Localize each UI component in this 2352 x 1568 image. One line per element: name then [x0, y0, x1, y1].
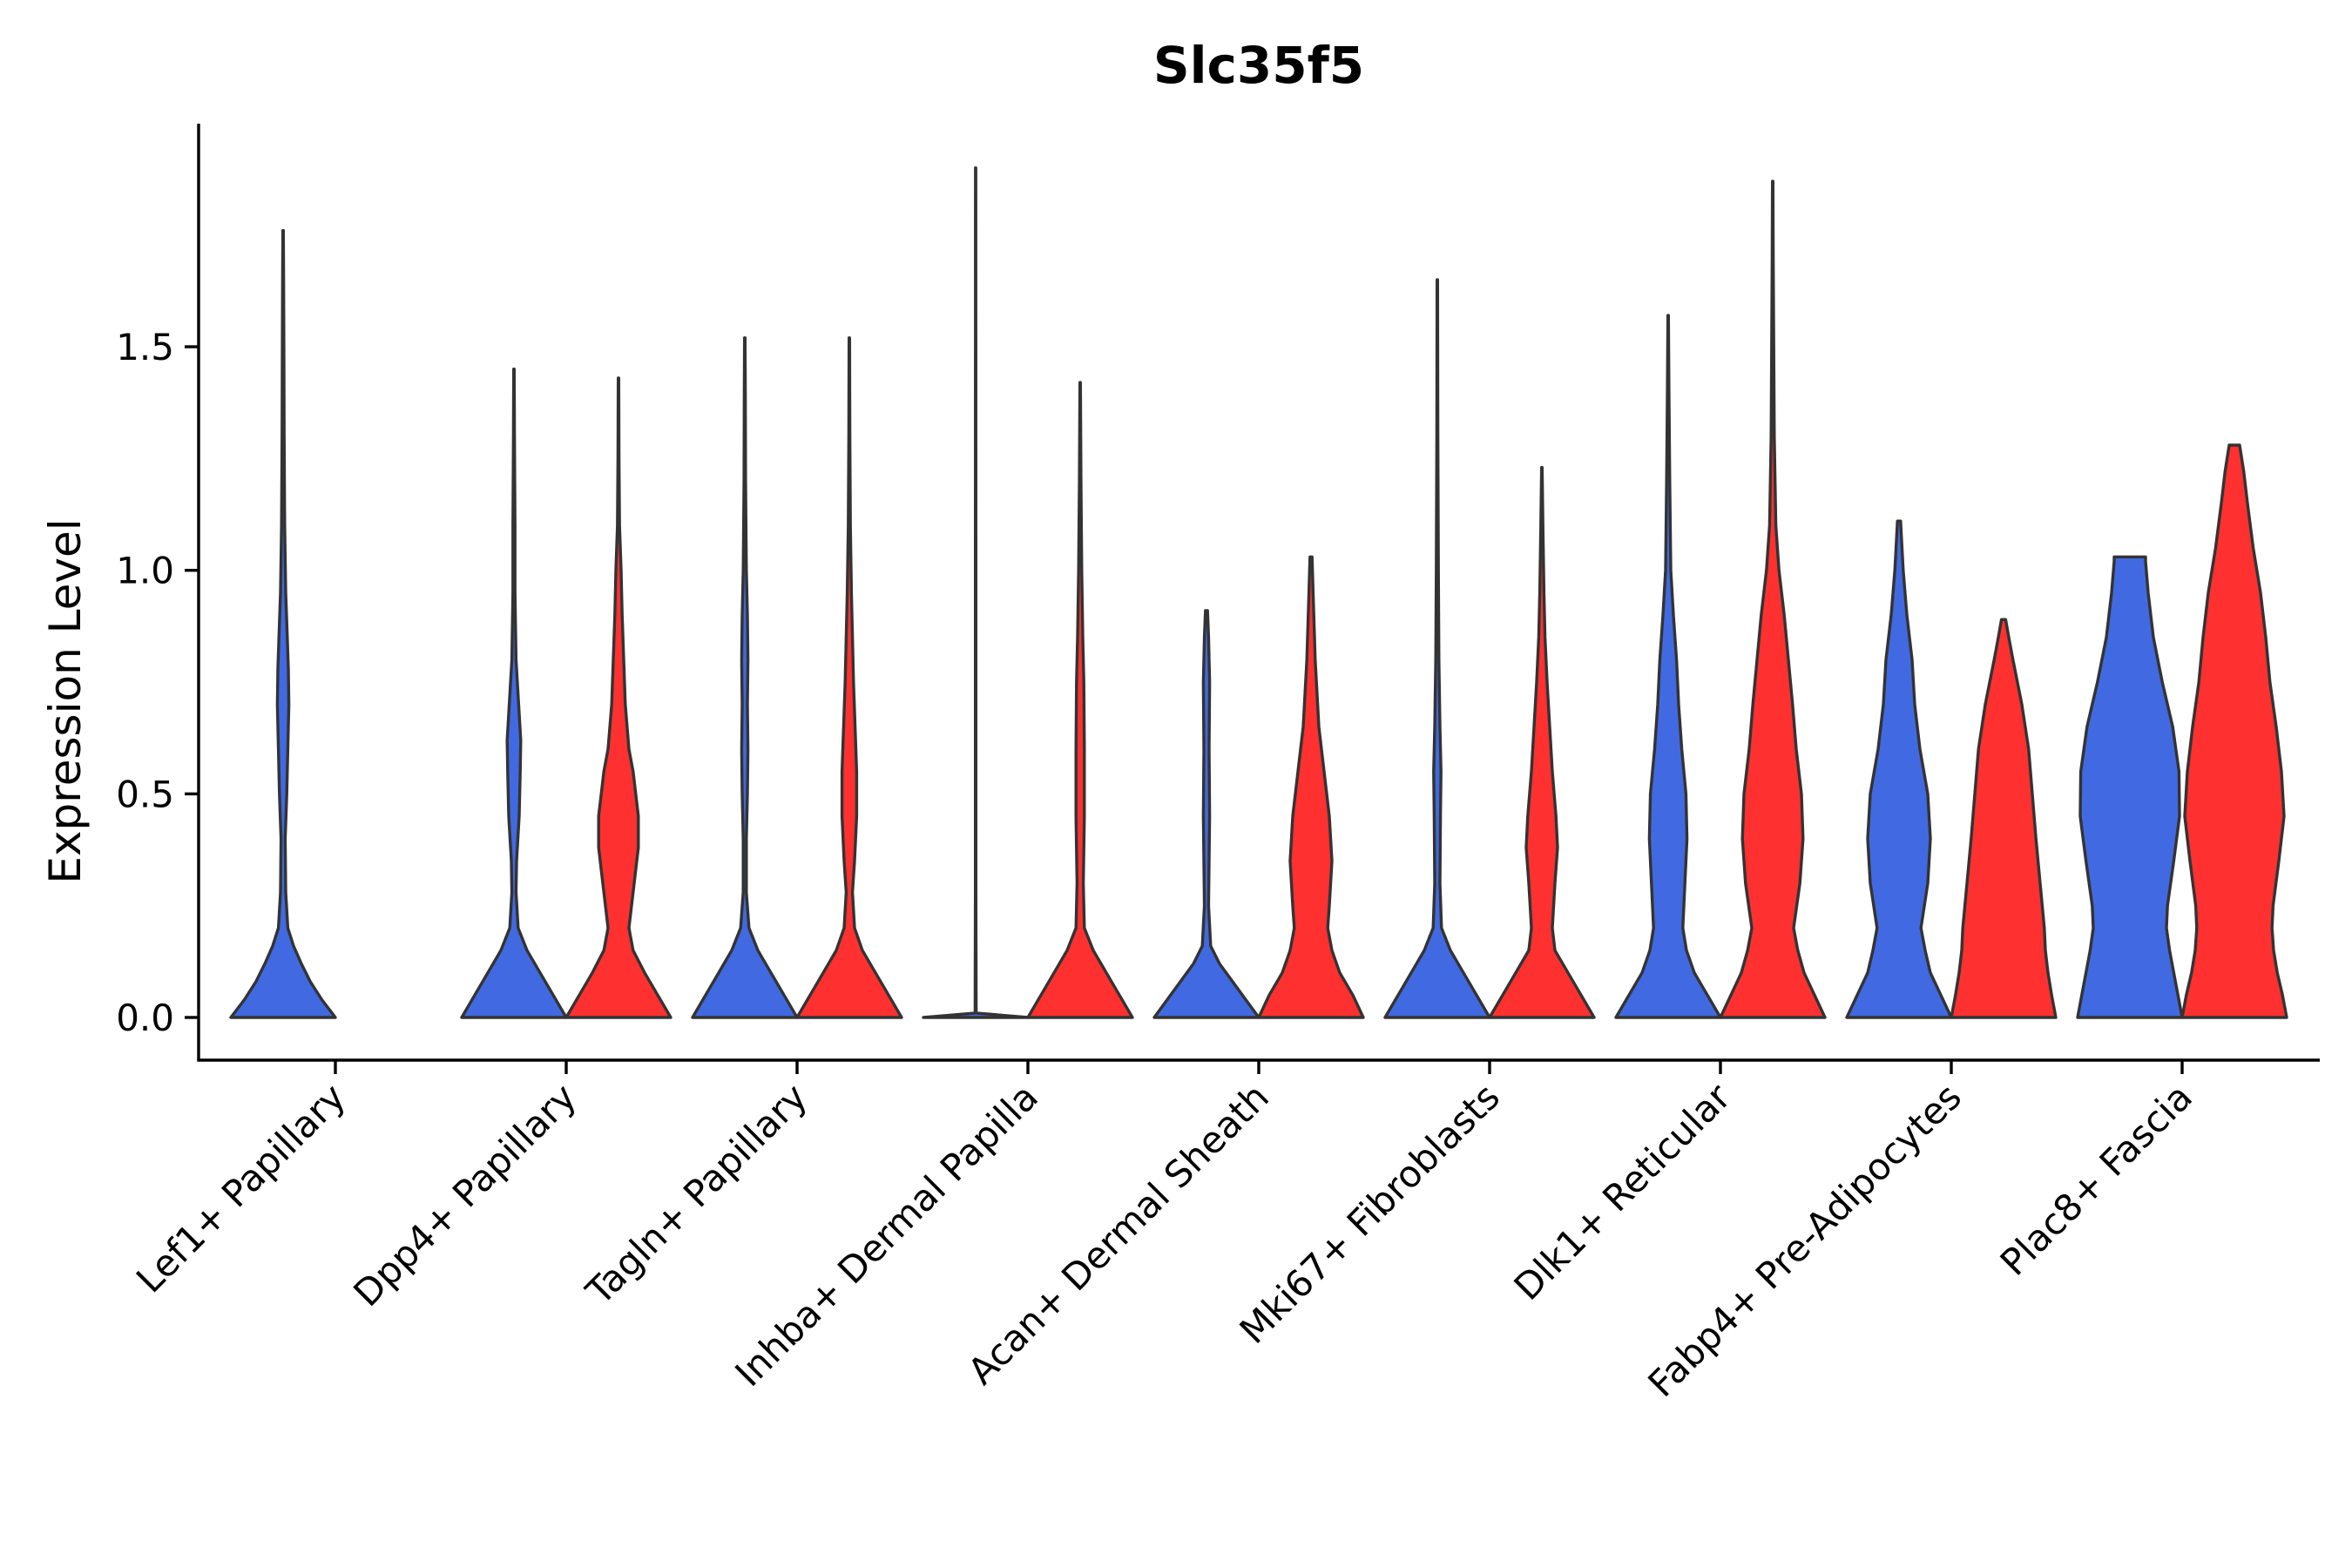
chart-title: Slc35f5 — [1153, 36, 1364, 95]
violin-blue — [922, 166, 1030, 1019]
violin-blue — [229, 228, 337, 1019]
y-axis-label: Expression Level — [40, 518, 91, 883]
violin-red — [1488, 465, 1596, 1019]
y-tick-label: 1.5 — [116, 326, 174, 368]
violin-red — [1719, 179, 1827, 1019]
y-tick-label: 0.5 — [116, 773, 174, 815]
violin-red — [795, 336, 903, 1019]
y-ticks: 0.0 0.5 1.0 1.5 — [116, 326, 199, 1039]
violin-blue — [460, 368, 568, 1019]
violin-blue — [691, 336, 799, 1019]
violin-red — [1026, 381, 1134, 1019]
violin-group — [229, 166, 2288, 1019]
y-tick-label: 1.0 — [116, 550, 174, 592]
violin-blue — [1152, 609, 1260, 1019]
violin-blue — [1383, 278, 1491, 1019]
violin-blue — [1614, 314, 1722, 1019]
y-tick-label: 0.0 — [116, 997, 174, 1039]
violin-blue — [1845, 519, 1953, 1019]
violin-red — [1257, 555, 1365, 1019]
violin-red — [1950, 618, 2058, 1019]
violin-red — [2180, 443, 2288, 1019]
violin-blue — [2076, 555, 2184, 1019]
violin-red — [564, 376, 672, 1019]
